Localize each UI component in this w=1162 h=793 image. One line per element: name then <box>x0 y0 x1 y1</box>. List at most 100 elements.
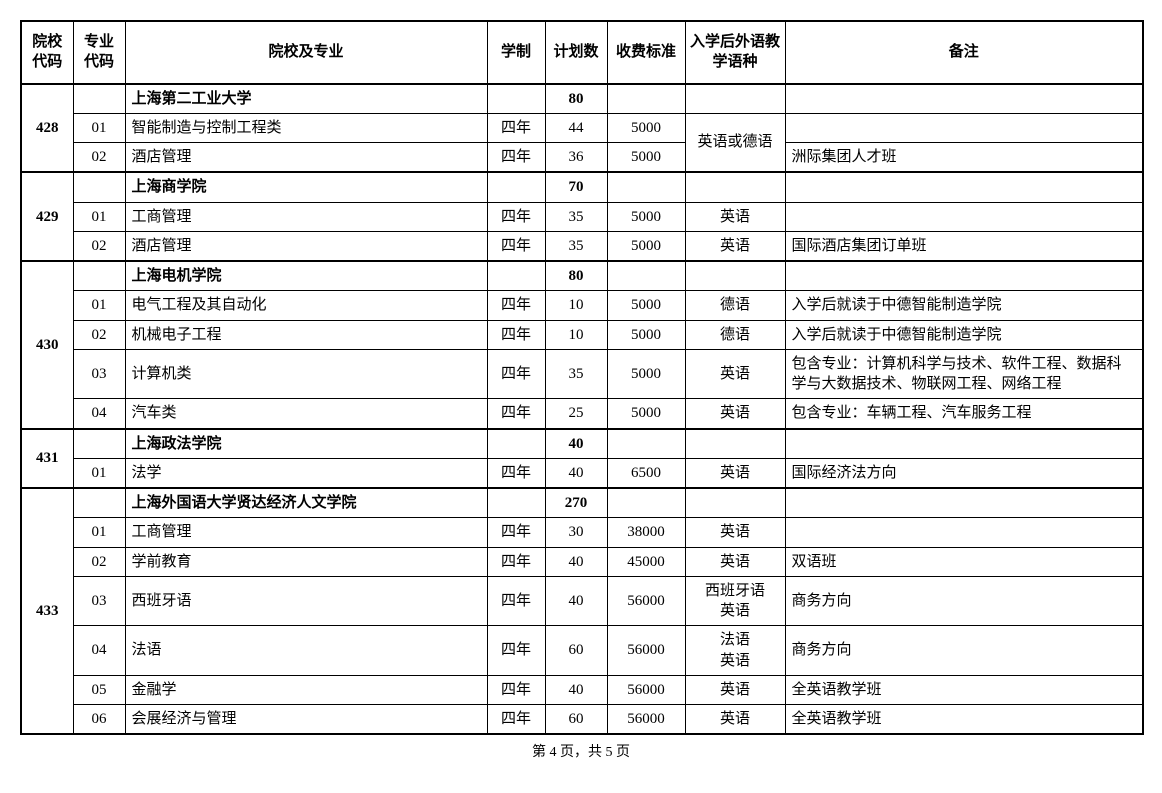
fee: 5000 <box>607 291 685 320</box>
lang: 德语 <box>685 291 785 320</box>
plan: 60 <box>545 626 607 676</box>
fee <box>607 261 685 291</box>
plan: 40 <box>545 458 607 488</box>
note: 商务方向 <box>785 576 1143 626</box>
note: 双语班 <box>785 547 1143 576</box>
fee: 56000 <box>607 626 685 676</box>
duration: 四年 <box>487 675 545 704</box>
plan-total: 80 <box>545 84 607 114</box>
plan: 44 <box>545 113 607 142</box>
note <box>785 202 1143 231</box>
col-note: 备注 <box>785 21 1143 84</box>
lang: 德语 <box>685 320 785 349</box>
major-name: 智能制造与控制工程类 <box>125 113 487 142</box>
major-code: 01 <box>73 113 125 142</box>
plan-total: 270 <box>545 488 607 518</box>
major-row: 02酒店管理四年365000洲际集团人才班 <box>21 143 1143 173</box>
major-name: 机械电子工程 <box>125 320 487 349</box>
school-code: 433 <box>21 488 73 734</box>
fee <box>607 488 685 518</box>
lang: 英语 <box>685 349 785 399</box>
col-plan: 计划数 <box>545 21 607 84</box>
duration <box>487 172 545 202</box>
school-header-row: 431上海政法学院40 <box>21 429 1143 459</box>
school-code: 430 <box>21 261 73 429</box>
note <box>785 84 1143 114</box>
lang <box>685 488 785 518</box>
lang: 英语 <box>685 518 785 547</box>
school-header-row: 429上海商学院70 <box>21 172 1143 202</box>
school-code: 431 <box>21 429 73 489</box>
note: 入学后就读于中德智能制造学院 <box>785 291 1143 320</box>
note <box>785 518 1143 547</box>
plan-total: 80 <box>545 261 607 291</box>
fee: 6500 <box>607 458 685 488</box>
note: 全英语教学班 <box>785 705 1143 735</box>
school-name: 上海商学院 <box>125 172 487 202</box>
lang <box>685 261 785 291</box>
major-row: 01工商管理四年3038000英语 <box>21 518 1143 547</box>
fee: 5000 <box>607 399 685 429</box>
fee: 45000 <box>607 547 685 576</box>
major-name: 计算机类 <box>125 349 487 399</box>
major-name: 汽车类 <box>125 399 487 429</box>
plan: 10 <box>545 291 607 320</box>
lang <box>685 84 785 114</box>
major-code: 05 <box>73 675 125 704</box>
major-code: 02 <box>73 320 125 349</box>
major-row: 01法学四年406500英语国际经济法方向 <box>21 458 1143 488</box>
major-name: 酒店管理 <box>125 231 487 261</box>
duration: 四年 <box>487 576 545 626</box>
note: 全英语教学班 <box>785 675 1143 704</box>
major-row: 06会展经济与管理四年6056000英语全英语教学班 <box>21 705 1143 735</box>
major-code: 03 <box>73 349 125 399</box>
major-code: 04 <box>73 626 125 676</box>
fee: 56000 <box>607 576 685 626</box>
major-row: 01智能制造与控制工程类四年445000英语或德语 <box>21 113 1143 142</box>
major-row: 05金融学四年4056000英语全英语教学班 <box>21 675 1143 704</box>
note: 入学后就读于中德智能制造学院 <box>785 320 1143 349</box>
plan: 35 <box>545 231 607 261</box>
duration: 四年 <box>487 231 545 261</box>
plan: 60 <box>545 705 607 735</box>
note <box>785 429 1143 459</box>
major-name: 法语 <box>125 626 487 676</box>
lang: 英语 <box>685 231 785 261</box>
lang: 西班牙语英语 <box>685 576 785 626</box>
major-name: 学前教育 <box>125 547 487 576</box>
col-duration: 学制 <box>487 21 545 84</box>
major-row: 03计算机类四年355000英语包含专业：计算机科学与技术、软件工程、数据科学与… <box>21 349 1143 399</box>
major-code: 01 <box>73 458 125 488</box>
major-code: 03 <box>73 576 125 626</box>
plan-total: 40 <box>545 429 607 459</box>
duration <box>487 488 545 518</box>
plan: 25 <box>545 399 607 429</box>
duration: 四年 <box>487 518 545 547</box>
plan: 40 <box>545 576 607 626</box>
major-code <box>73 429 125 459</box>
major-code: 06 <box>73 705 125 735</box>
note <box>785 488 1143 518</box>
fee <box>607 84 685 114</box>
school-name: 上海电机学院 <box>125 261 487 291</box>
duration: 四年 <box>487 458 545 488</box>
school-header-row: 433上海外国语大学贤达经济人文学院270 <box>21 488 1143 518</box>
fee <box>607 429 685 459</box>
lang: 英语 <box>685 458 785 488</box>
major-code <box>73 84 125 114</box>
duration: 四年 <box>487 113 545 142</box>
school-header-row: 430上海电机学院80 <box>21 261 1143 291</box>
plan: 40 <box>545 547 607 576</box>
major-code <box>73 488 125 518</box>
fee: 56000 <box>607 705 685 735</box>
major-code: 02 <box>73 143 125 173</box>
note: 国际酒店集团订单班 <box>785 231 1143 261</box>
major-code: 01 <box>73 518 125 547</box>
duration <box>487 261 545 291</box>
fee: 5000 <box>607 143 685 173</box>
fee <box>607 172 685 202</box>
lang: 英语 <box>685 705 785 735</box>
major-code <box>73 261 125 291</box>
plan: 35 <box>545 349 607 399</box>
plan: 36 <box>545 143 607 173</box>
